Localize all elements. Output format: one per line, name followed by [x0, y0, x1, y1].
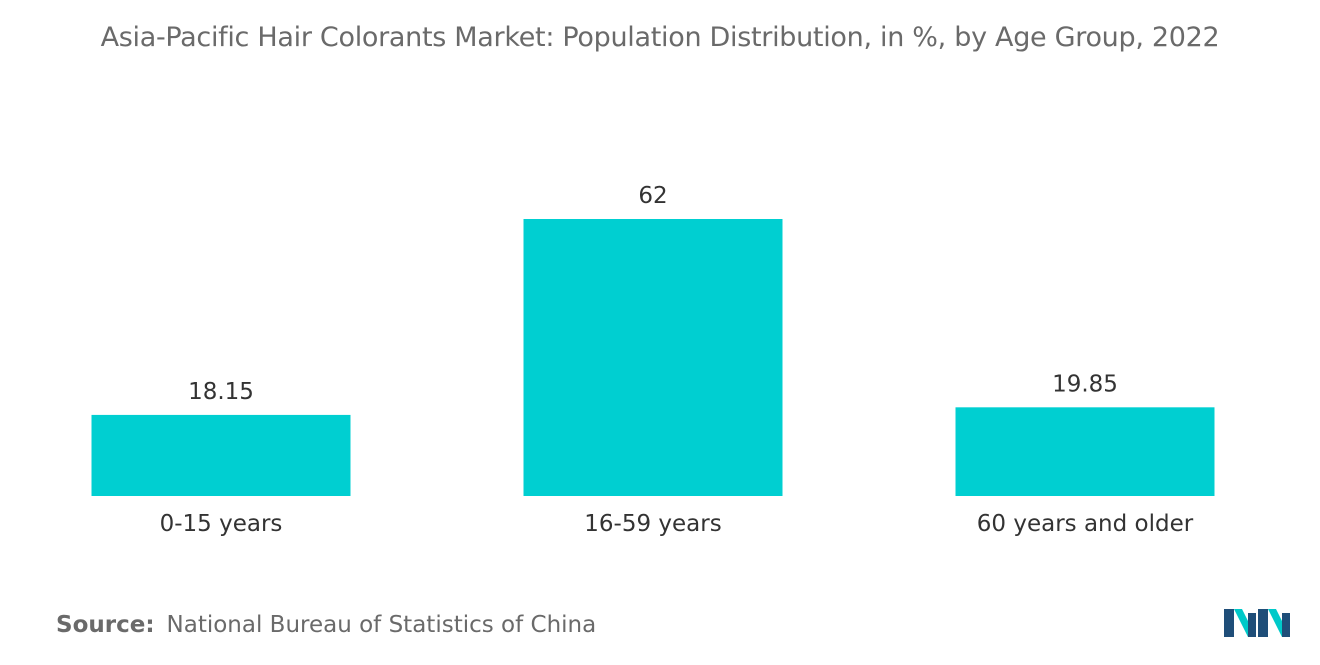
chart-title: Asia-Pacific Hair Colorants Market: Popu…	[100, 22, 1220, 53]
value-label-2: 62	[638, 183, 667, 209]
bar-3	[955, 407, 1215, 496]
value-label-3: 19.85	[1052, 371, 1118, 397]
bar-chart: 18.15 0-15 years 62 16-59 years 19.85 60 year…	[91, 183, 1215, 537]
value-label-1: 18.15	[188, 379, 254, 405]
bar-1	[91, 414, 351, 496]
category-label-2: 16-59 years	[584, 511, 721, 537]
source-text: National Bureau of Statistics of China	[166, 612, 597, 638]
mordor-intelligence-logo-icon	[1224, 609, 1290, 637]
category-label-1: 0-15 years	[160, 511, 283, 537]
category-label-3: 60 years and older	[977, 511, 1194, 537]
source-note: Source: National Bureau of Statistics of …	[56, 612, 596, 638]
bar-2	[523, 219, 783, 496]
source-label: Source:	[56, 612, 155, 638]
